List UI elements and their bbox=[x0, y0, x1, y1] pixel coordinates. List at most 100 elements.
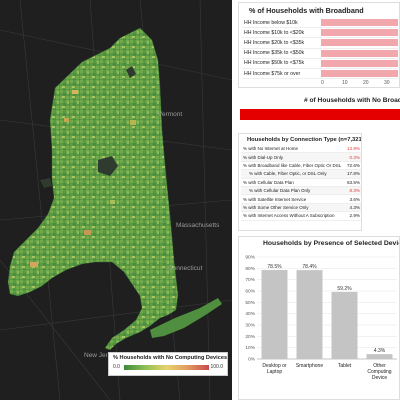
chart-y-tick: 40% bbox=[245, 311, 255, 317]
connection-type-panel: Households by Connection Type (n=7,321,3… bbox=[238, 133, 362, 231]
tract-high bbox=[64, 118, 69, 122]
connection-panel-title: Households by Connection Type (n=7,321,3… bbox=[247, 137, 361, 143]
connection-row-label: % with Dial-Up Only bbox=[243, 154, 284, 160]
income-row-label: HH Income $75k or over bbox=[244, 70, 301, 77]
no-broadband-panel: # of Households with No Broadband bbox=[238, 95, 400, 125]
devices-chart-panel: Households by Presence of Selected Devic… bbox=[238, 236, 400, 400]
income-row[interactable]: HH Income $75k or over bbox=[242, 69, 398, 80]
tract-high bbox=[30, 262, 38, 267]
chart-y-tick: 80% bbox=[245, 266, 255, 272]
income-row-label: HH Income $35k to <$50k bbox=[244, 50, 305, 57]
income-row-bar[interactable] bbox=[321, 59, 398, 67]
legend-title: % Households with No Computing Devices bbox=[113, 355, 228, 361]
chart-y-tick: 30% bbox=[245, 323, 255, 329]
chart-y-tick: 60% bbox=[245, 289, 255, 295]
map-label-new-jersey: New Jersey bbox=[84, 352, 118, 359]
income-row-label: HH Income $10k to <$20k bbox=[244, 29, 305, 36]
connection-row[interactable]: % with Internet Access Without A Subscri… bbox=[241, 212, 361, 221]
long-island[interactable] bbox=[150, 298, 222, 338]
tract-high bbox=[130, 120, 136, 125]
chart-data-label: 4.3% bbox=[374, 348, 386, 354]
connection-row-label: % with Cellular Data Plan Only bbox=[249, 188, 311, 194]
new-york-state[interactable] bbox=[7, 27, 179, 351]
no-broadband-bar[interactable] bbox=[240, 109, 400, 120]
income-axis-tick: 10 bbox=[342, 80, 348, 86]
map-label-connecticut: Connecticut bbox=[168, 265, 203, 272]
chart-y-tick: 50% bbox=[245, 300, 255, 306]
chart-category-label: Smartphone bbox=[296, 363, 323, 369]
broadband-by-income-panel: % of Households with Broadband HH Income… bbox=[238, 2, 400, 88]
connection-row-value: 72.6% bbox=[346, 162, 360, 168]
tract-high bbox=[72, 90, 78, 94]
connection-row-label: % with Internet Access Without A Subscri… bbox=[243, 213, 335, 219]
income-row-label: HH Income below $10k bbox=[244, 19, 298, 26]
connection-row-label: % with Satellite Internet Service bbox=[243, 196, 307, 202]
income-row-bar[interactable] bbox=[321, 49, 398, 57]
map-label-massachusetts: Massachusetts bbox=[176, 222, 220, 229]
connection-row-label: % with Cellular Data Plan bbox=[243, 179, 294, 185]
chart-y-tick: 0% bbox=[248, 357, 256, 363]
connection-row-label: % with No Internet at Home bbox=[243, 146, 299, 152]
income-axis: 0 10 20 30 bbox=[321, 80, 399, 87]
map-legend: % Households with No Computing Devices 0… bbox=[108, 352, 228, 376]
income-axis-tick: 0 bbox=[321, 80, 324, 86]
connection-row[interactable]: % with Broadband like Cable, Fiber Optic… bbox=[241, 162, 361, 171]
legend-gradient bbox=[124, 364, 209, 370]
connection-row[interactable]: % with No Internet at Home 13.9% bbox=[241, 145, 361, 154]
chart-data-label: 78.5% bbox=[267, 264, 282, 270]
tract-high bbox=[110, 200, 115, 204]
income-row[interactable]: HH Income $50k to <$75k bbox=[242, 59, 398, 69]
devices-panel-title: Households by Presence of Selected Devic… bbox=[263, 240, 399, 247]
income-row[interactable]: HH Income below $10k bbox=[242, 18, 398, 29]
chart-y-tick: 10% bbox=[245, 345, 255, 351]
no-broadband-title: # of Households with No Broadband bbox=[304, 97, 400, 104]
chart-bar[interactable] bbox=[331, 291, 358, 359]
income-row-bar[interactable] bbox=[321, 39, 398, 47]
connection-row-value: 2.9% bbox=[349, 213, 360, 219]
income-row-label: HH Income $50k to <$75k bbox=[244, 60, 305, 67]
chart-bar[interactable] bbox=[261, 270, 288, 359]
connection-row[interactable]: % with Cable, Fiber Optic, or DSL Only 17… bbox=[241, 170, 361, 179]
connection-row-label: % with Cable, Fiber Optic, or DSL Only bbox=[249, 171, 327, 177]
choropleth-map[interactable]: Vermont Massachusetts Connecticut New Je… bbox=[0, 0, 232, 400]
income-row-bar[interactable] bbox=[321, 19, 398, 27]
chart-bar[interactable] bbox=[366, 354, 393, 359]
connection-row-value: 3.6% bbox=[349, 196, 360, 202]
map-canvas[interactable] bbox=[0, 0, 232, 400]
chart-y-tick: 70% bbox=[245, 277, 255, 283]
income-row[interactable]: HH Income $20k to <$35k bbox=[242, 38, 398, 49]
legend-min: 0.0 bbox=[113, 364, 120, 370]
income-row-bar[interactable] bbox=[321, 70, 398, 78]
devices-bar-chart[interactable]: 0% 10% 20% 30% 40% 50% 60% 70% 80% 90% 78.5% Deskto… bbox=[239, 237, 400, 400]
income-row-label: HH Income $20k to <$35k bbox=[244, 39, 305, 46]
connection-row-label: % with Broadband like Cable, Fiber Optic… bbox=[243, 162, 342, 168]
chart-bar[interactable] bbox=[296, 270, 323, 359]
tract-high bbox=[84, 230, 91, 235]
income-row[interactable]: HH Income $35k to <$50k bbox=[242, 49, 398, 59]
map-label-vermont: Vermont bbox=[158, 111, 183, 118]
chart-category-label: Desktop or Laptop bbox=[262, 363, 287, 375]
connection-row[interactable]: % with Cellular Data Plan 63.5% bbox=[241, 179, 361, 187]
connection-row-value: 8.3% bbox=[349, 188, 360, 194]
income-row-bar[interactable] bbox=[321, 29, 398, 37]
chart-y-tick: 90% bbox=[245, 255, 255, 261]
connection-row[interactable]: % with Some Other Service Only 4.3% bbox=[241, 203, 361, 213]
connection-row[interactable]: % with Satellite Internet Service 3.6% bbox=[241, 195, 361, 204]
legend-max: 100.0 bbox=[210, 364, 223, 370]
chart-data-label: 78.4% bbox=[302, 264, 317, 270]
income-row[interactable]: HH Income $10k to <$20k bbox=[242, 28, 398, 39]
chart-data-label: 59.2% bbox=[337, 286, 352, 292]
lake-patch bbox=[40, 178, 52, 188]
income-axis-tick: 30 bbox=[384, 80, 390, 86]
connection-row-value: 13.9% bbox=[346, 146, 360, 152]
chart-y-tick: 20% bbox=[245, 334, 255, 340]
connection-row-value: 4.3% bbox=[349, 204, 360, 210]
connection-row[interactable]: % with Cellular Data Plan Only 8.3% bbox=[241, 186, 361, 196]
connection-row[interactable]: % with Dial-Up Only 0.3% bbox=[241, 153, 361, 162]
connection-row-value: 17.8% bbox=[346, 171, 360, 177]
connection-row-value: 63.5% bbox=[346, 179, 360, 185]
connection-row-label: % with Some Other Service Only bbox=[243, 204, 309, 210]
connection-row-value: 0.3% bbox=[349, 154, 360, 160]
income-panel-title: % of Households with Broadband bbox=[249, 6, 364, 15]
